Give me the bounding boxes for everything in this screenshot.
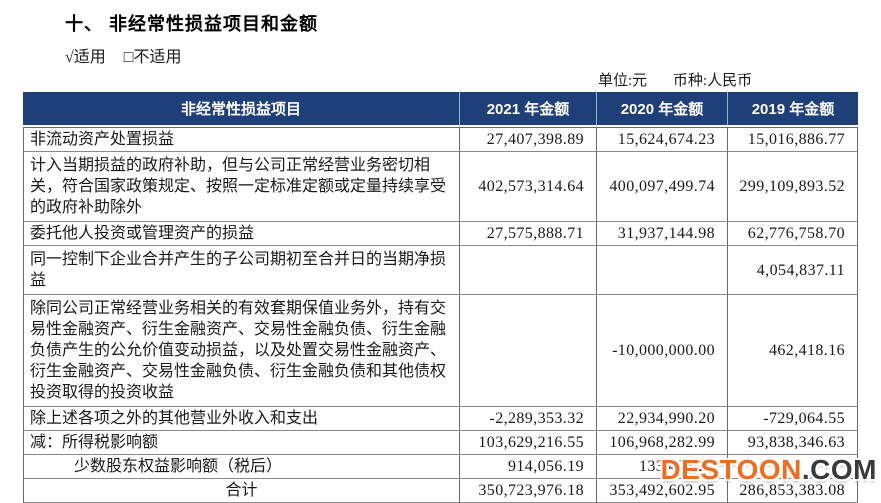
amount-2020: 15,624,674.23: [597, 127, 728, 152]
amount-2020: 400,097,499.74: [597, 152, 728, 222]
row-item: 减：所得税影响额: [23, 431, 460, 455]
watermark-suffix-text: .COM: [801, 454, 877, 485]
amount-2019: 462,418.16: [728, 295, 858, 407]
currency-label: 币种:人民币: [672, 73, 753, 89]
row-item: 合计: [23, 479, 460, 503]
amount-2021: [460, 246, 597, 295]
row-item: 少数股东权益影响额（税后）: [23, 455, 460, 479]
table-row: 减：所得税影响额 103,629,216.55 106,968,282.99 9…: [23, 431, 858, 455]
column-header-2019: 2019 年金额: [728, 92, 858, 127]
table-row: 计入当期损益的政府补助，但与公司正常经营业务密切相关，符合国家政策规定、按照一定…: [23, 152, 858, 222]
row-item: 计入当期损益的政府补助，但与公司正常经营业务密切相关，符合国家政策规定、按照一定…: [23, 152, 460, 222]
amount-2021: -2,289,353.32: [460, 407, 597, 431]
amount-2021: 914,056.19: [460, 455, 597, 479]
watermark-brand-text: DESTOON: [660, 454, 802, 485]
table-row: 除上述各项之外的其他营业外收入和支出 -2,289,353.32 22,934,…: [23, 407, 858, 431]
table-row: 少数股东权益影响额（税后） 914,056.19 133,423.21: [23, 455, 858, 479]
not-applicable-checkbox: □不适用: [123, 49, 182, 66]
row-item: 除上述各项之外的其他营业外收入和支出: [23, 407, 460, 431]
table-header-row: 非经常性损益项目 2021 年金额 2020 年金额 2019 年金额: [23, 92, 858, 127]
amount-2019: 62,776,758.70: [728, 222, 858, 246]
amount-2021: [460, 295, 597, 407]
applicability-line: √适用 □不适用: [65, 43, 858, 67]
amount-2021: 27,575,888.71: [460, 222, 597, 246]
table-row: 委托他人投资或管理资产的损益 27,575,888.71 31,937,144.…: [23, 222, 858, 246]
amount-2019: 4,054,837.11: [728, 246, 858, 295]
amount-2019: 299,109,893.52: [728, 152, 858, 222]
column-header-2020: 2020 年金额: [597, 92, 728, 127]
unit-label: 单位:元: [598, 73, 648, 89]
row-item: 委托他人投资或管理资产的损益: [23, 222, 460, 246]
column-header-2021: 2021 年金额: [460, 92, 597, 127]
table-row: 除同公司正常经营业务相关的有效套期保值业务外，持有交易性金融资产、衍生金融资产、…: [23, 295, 858, 407]
amount-2021: 402,573,314.64: [460, 152, 597, 222]
table-row: 同一控制下企业合并产生的子公司期初至合并日的当期净损益 4,054,837.11: [23, 246, 858, 295]
amount-2020: 106,968,282.99: [597, 431, 728, 455]
amount-2020: [597, 246, 728, 295]
row-item: 除同公司正常经营业务相关的有效套期保值业务外，持有交易性金融资产、衍生金融资产、…: [23, 295, 460, 407]
unit-note: 单位:元 币种:人民币: [23, 69, 858, 89]
amount-2020: -10,000,000.00: [597, 295, 728, 407]
amount-2021: 27,407,398.89: [460, 127, 597, 152]
amount-2019: 15,016,886.77: [728, 127, 858, 152]
table-row: 非流动资产处置损益 27,407,398.89 15,624,674.23 15…: [23, 127, 858, 152]
amount-2019: 93,838,346.63: [728, 431, 858, 455]
amount-2021: 103,629,216.55: [460, 431, 597, 455]
amount-2021: 350,723,976.18: [460, 479, 597, 503]
column-header-item: 非经常性损益项目: [23, 92, 460, 127]
row-item: 同一控制下企业合并产生的子公司期初至合并日的当期净损益: [23, 246, 460, 295]
destoon-watermark: DESTOON.COM: [660, 454, 877, 486]
row-item: 非流动资产处置损益: [23, 127, 460, 152]
amount-2020: 133,423.21: [597, 455, 728, 479]
amount-2019: [728, 455, 858, 479]
amount-2019: -729,064.55: [728, 407, 858, 431]
section-title: 十、 非经常性损益项目和金额: [65, 14, 318, 34]
amount-2020: 22,934,990.20: [597, 407, 728, 431]
non-recurring-items-table: 非经常性损益项目 2021 年金额 2020 年金额 2019 年金额 非流动资…: [23, 92, 858, 503]
amount-2020: 31,937,144.98: [597, 222, 728, 246]
applicable-checkbox: √适用: [65, 49, 106, 66]
